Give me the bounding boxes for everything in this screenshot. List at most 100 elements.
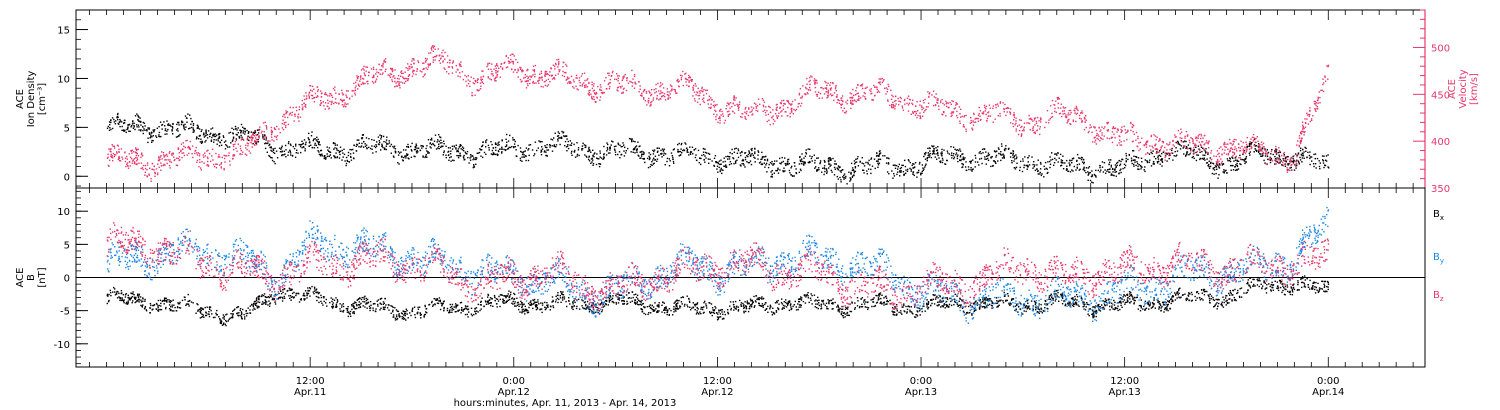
data-point (158, 134, 160, 136)
data-point (373, 145, 376, 147)
data-point (560, 136, 563, 138)
data-point (1314, 153, 1317, 155)
data-point (350, 159, 353, 161)
data-point (784, 163, 786, 165)
data-point (653, 89, 655, 91)
data-point (1000, 151, 1002, 153)
data-point (1016, 162, 1018, 164)
data-point (1279, 162, 1281, 164)
data-point (1233, 148, 1236, 151)
data-point (1186, 146, 1188, 148)
data-point (529, 82, 531, 85)
data-point (1049, 160, 1051, 163)
data-point (1097, 169, 1099, 172)
data-point (814, 159, 816, 162)
data-point (1049, 156, 1051, 158)
data-point (934, 153, 936, 155)
data-point (1313, 153, 1315, 156)
data-point (690, 151, 693, 153)
data-point (203, 156, 205, 158)
data-point (455, 71, 457, 73)
data-point (246, 154, 248, 156)
data-point (1278, 155, 1281, 158)
data-point (855, 101, 857, 103)
data-point (1299, 159, 1302, 161)
data-point (906, 97, 909, 99)
data-point (680, 148, 682, 150)
data-point (1274, 150, 1276, 152)
data-point (832, 82, 834, 85)
data-point (416, 152, 418, 154)
data-point (959, 122, 961, 124)
data-point (474, 94, 476, 96)
data-point (116, 152, 118, 154)
data-point (1090, 175, 1093, 178)
data-point (916, 101, 918, 103)
data-point (592, 85, 595, 87)
data-point (1266, 149, 1268, 151)
data-point (655, 88, 657, 90)
data-point (765, 164, 767, 166)
data-point (1193, 147, 1195, 149)
data-point (892, 177, 894, 179)
data-point (462, 78, 464, 81)
data-point (265, 142, 267, 144)
data-point (995, 162, 997, 164)
data-point (1005, 145, 1007, 147)
data-point (1218, 163, 1221, 165)
data-point (1282, 161, 1284, 164)
data-point (567, 82, 569, 84)
data-point (118, 121, 121, 123)
data-point (448, 150, 450, 153)
data-point (906, 170, 909, 172)
data-point (167, 159, 169, 161)
data-point (634, 147, 636, 149)
data-point (208, 152, 211, 155)
data-point (1218, 160, 1220, 162)
data-point (694, 83, 696, 85)
data-point (1322, 90, 1325, 93)
data-point (769, 106, 771, 109)
data-point (791, 100, 794, 103)
data-point (701, 154, 703, 157)
data-point (407, 78, 410, 80)
data-point (1153, 155, 1155, 158)
data-point (265, 125, 267, 127)
data-point (923, 155, 925, 158)
data-point (1217, 164, 1219, 166)
data-point (391, 80, 394, 83)
data-point (1083, 168, 1085, 170)
data-point (1237, 160, 1240, 162)
data-point (1262, 142, 1265, 145)
data-point (681, 142, 683, 145)
data-point (1278, 157, 1280, 160)
data-point (639, 157, 641, 159)
data-point (236, 150, 238, 152)
data-point (240, 123, 243, 126)
y-axis-label-line: [km/s] (1469, 73, 1480, 105)
data-point (842, 169, 844, 171)
data-point (240, 149, 242, 152)
data-point (552, 77, 555, 79)
data-point (523, 150, 525, 153)
data-point (1151, 145, 1153, 147)
data-point (197, 152, 200, 154)
data-point (729, 102, 732, 104)
data-point (562, 65, 564, 68)
data-point (578, 79, 580, 82)
data-point (1286, 171, 1289, 173)
data-point (913, 163, 915, 165)
data-point (592, 155, 594, 157)
data-point (373, 139, 375, 141)
data-point (478, 151, 481, 154)
data-point (1289, 160, 1291, 162)
data-point (988, 104, 991, 106)
data-point (1066, 122, 1068, 124)
data-point (469, 85, 471, 88)
data-point (119, 120, 122, 122)
data-point (1164, 153, 1167, 155)
data-point (1003, 111, 1005, 113)
data-point (955, 149, 958, 151)
data-point (400, 81, 402, 83)
data-point (167, 128, 169, 131)
